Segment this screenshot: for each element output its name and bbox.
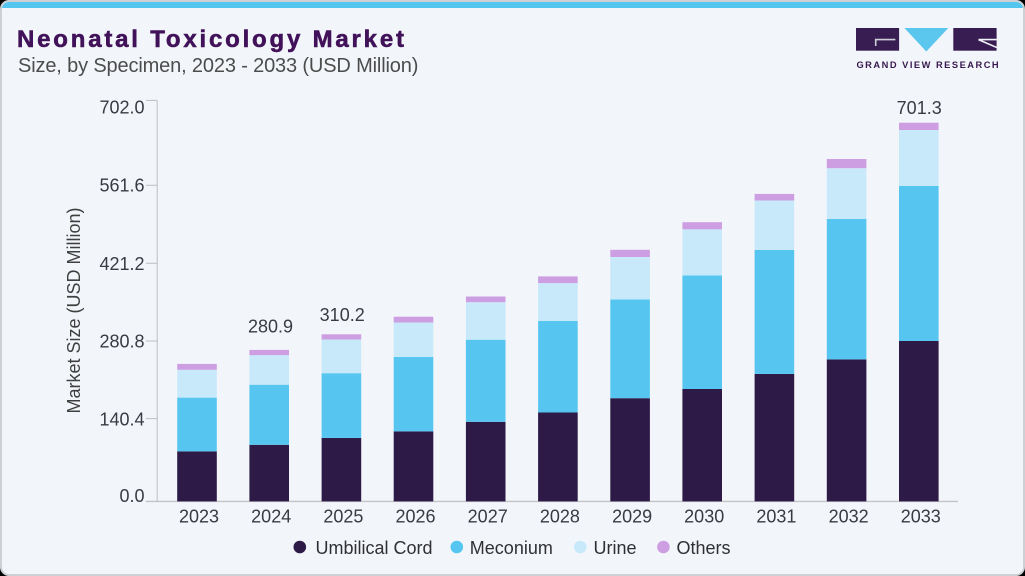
svg-text:2031: 2031: [756, 507, 796, 527]
svg-text:2027: 2027: [468, 507, 508, 527]
svg-text:140.4: 140.4: [99, 409, 144, 429]
svg-text:2026: 2026: [395, 507, 435, 527]
svg-text:Umbilical Cord: Umbilical Cord: [316, 538, 433, 558]
svg-text:561.6: 561.6: [99, 176, 144, 196]
svg-text:2024: 2024: [251, 507, 291, 527]
svg-text:280.9: 280.9: [248, 317, 293, 337]
svg-text:0.0: 0.0: [119, 486, 144, 506]
svg-text:2025: 2025: [323, 507, 363, 527]
svg-text:Others: Others: [677, 538, 731, 558]
svg-text:280.8: 280.8: [99, 332, 144, 352]
svg-text:2030: 2030: [684, 507, 724, 527]
svg-text:2029: 2029: [612, 507, 652, 527]
svg-text:Urine: Urine: [594, 538, 637, 558]
svg-text:2023: 2023: [179, 507, 219, 527]
svg-text:310.2: 310.2: [320, 305, 365, 325]
svg-text:GRAND VIEW RESEARCH: GRAND VIEW RESEARCH: [856, 60, 1000, 70]
svg-text:702.0: 702.0: [99, 98, 144, 118]
svg-text:2028: 2028: [540, 507, 580, 527]
svg-text:Meconium: Meconium: [470, 538, 553, 558]
svg-text:701.3: 701.3: [897, 98, 942, 118]
svg-text:2032: 2032: [829, 507, 869, 527]
svg-text:421.2: 421.2: [99, 254, 144, 274]
svg-text:2033: 2033: [901, 507, 941, 527]
svg-text:Market Size (USD Million): Market Size (USD Million): [64, 207, 84, 413]
